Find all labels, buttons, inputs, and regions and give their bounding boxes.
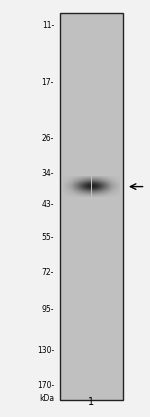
Text: 170-: 170- [37,381,54,390]
Text: 55-: 55- [42,233,54,241]
Text: 130-: 130- [37,346,54,355]
Text: kDa: kDa [39,394,54,403]
Text: 26-: 26- [42,134,54,143]
Text: 11-: 11- [42,20,54,30]
Text: 17-: 17- [42,78,54,87]
Text: 72-: 72- [42,268,54,277]
Text: 95-: 95- [42,304,54,314]
Text: 34-: 34- [42,169,54,178]
Text: 43-: 43- [42,200,54,209]
Bar [60,13,123,400]
Text: 1: 1 [88,397,94,407]
